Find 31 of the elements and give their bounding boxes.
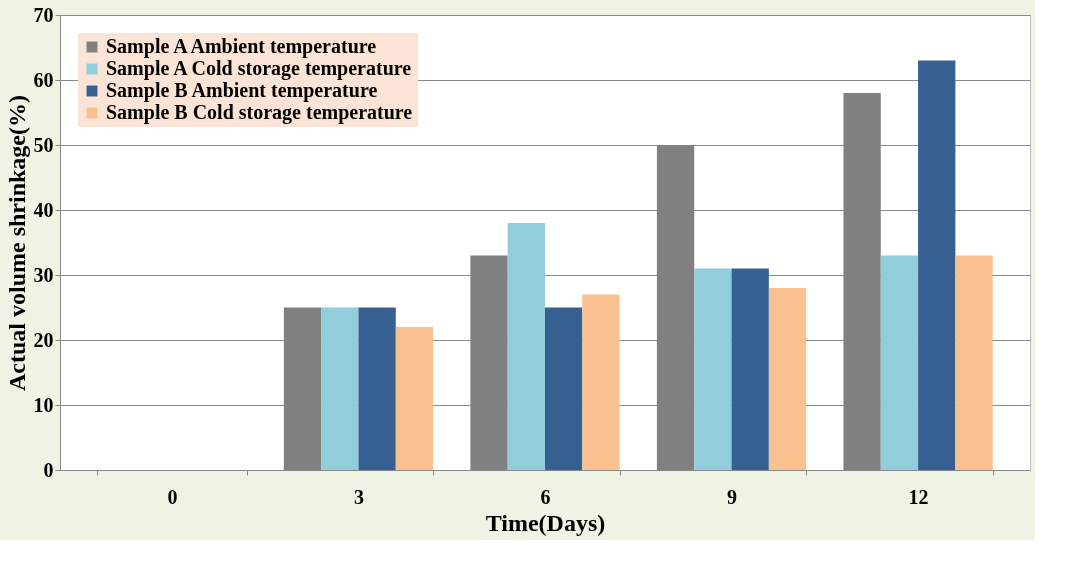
y-tick-label: 30 <box>33 263 54 286</box>
x-axis-title: Time(Days) <box>485 509 606 536</box>
y-tick-label: 40 <box>33 198 54 221</box>
y-tick-label: 50 <box>33 133 54 156</box>
bar <box>582 294 620 470</box>
y-tick-label: 0 <box>43 458 54 481</box>
bar <box>358 307 396 470</box>
bar <box>955 255 993 470</box>
legend-label: Sample B Cold storage temperature <box>106 101 413 124</box>
legend-label: Sample A Cold storage temperature <box>106 57 412 80</box>
x-tick-label: 3 <box>353 485 364 508</box>
x-tick-label: 9 <box>727 485 738 508</box>
bar <box>918 60 956 470</box>
y-tick-label: 20 <box>33 328 54 351</box>
x-tick-label: 0 <box>167 485 178 508</box>
bar <box>768 288 807 470</box>
bar <box>321 307 359 470</box>
legend-label: Sample A Ambient temperature <box>106 35 377 58</box>
y-tick-label: 10 <box>33 393 54 416</box>
bar <box>731 268 769 470</box>
y-axis-title: Actual volume shrinkage(%) <box>3 95 30 391</box>
x-tick-label: 12 <box>908 485 929 508</box>
x-tick-label: 6 <box>540 485 551 508</box>
y-tick-label: 60 <box>33 68 54 91</box>
bar <box>545 307 583 470</box>
bar <box>395 327 434 470</box>
bar <box>880 255 919 470</box>
bar <box>507 223 545 470</box>
bar <box>694 268 732 470</box>
legend-label: Sample B Ambient temperature <box>106 79 378 102</box>
y-tick-label: 70 <box>33 3 54 26</box>
